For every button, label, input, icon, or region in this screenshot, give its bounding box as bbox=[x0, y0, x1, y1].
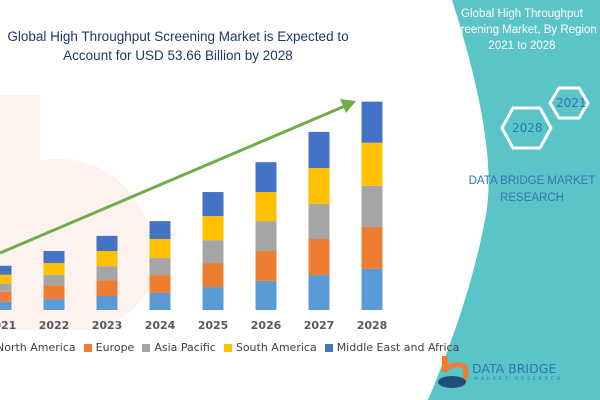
bar-segment-2021-3 bbox=[0, 274, 12, 284]
bar-segment-2023-4 bbox=[96, 235, 118, 252]
panel-title: Global High Throughput Screening Market,… bbox=[446, 6, 598, 54]
legend-item: North America bbox=[0, 341, 76, 354]
panel-title-line-1: Global High Throughput bbox=[461, 8, 583, 20]
trend-arrow-head bbox=[340, 99, 356, 113]
bar-segment-2023-0 bbox=[96, 296, 118, 310]
bar-segment-2026-1 bbox=[255, 251, 277, 281]
legend-item: Europe bbox=[83, 341, 135, 354]
bar-segment-2024-3 bbox=[149, 238, 171, 259]
hexagon-2028 bbox=[500, 106, 553, 150]
x-tick-label: 2024 bbox=[145, 319, 176, 332]
bar-segment-2024-2 bbox=[149, 258, 171, 276]
x-tick-label: 2028 bbox=[357, 319, 388, 332]
legend-label: North America bbox=[0, 341, 76, 354]
legend-label: Europe bbox=[95, 341, 135, 354]
bar-segment-2024-4 bbox=[149, 221, 171, 239]
x-tick-label: 2023 bbox=[92, 319, 123, 332]
x-tick-label: 2021 bbox=[0, 319, 16, 332]
bar-segment-2021-4 bbox=[0, 265, 12, 275]
x-tick-label: 2027 bbox=[304, 319, 335, 332]
legend: North America Europe Asia Pacific South Ame… bbox=[0, 341, 459, 354]
bar-segment-2025-2 bbox=[202, 240, 224, 264]
bar-segment-2026-0 bbox=[255, 280, 277, 310]
brand-line-1: DATA BRIDGE MARKET bbox=[468, 175, 596, 187]
bar-segment-2025-0 bbox=[202, 287, 224, 310]
legend-swatch bbox=[324, 343, 333, 352]
bar-segment-2027-3 bbox=[308, 167, 330, 205]
bar-segment-2022-4 bbox=[43, 251, 65, 264]
panel-title-line-2: Screening Market, By Region bbox=[447, 24, 597, 36]
brand-line-2: RESEARCH bbox=[500, 192, 564, 204]
logo-text: DATA BRIDGE bbox=[472, 361, 557, 376]
bar-segment-2021-1 bbox=[0, 291, 12, 302]
bar-segment-2023-1 bbox=[96, 280, 118, 297]
legend-swatch bbox=[142, 343, 151, 352]
title-line-1: Global High Throughput Screening Market … bbox=[7, 29, 349, 44]
bar-segment-2022-2 bbox=[43, 275, 65, 286]
bar-segment-2027-0 bbox=[308, 275, 330, 310]
bar-segment-2026-2 bbox=[255, 221, 277, 252]
bar-segment-2026-3 bbox=[255, 192, 277, 222]
logo-subtext: MARKET RESEARCH bbox=[474, 377, 564, 382]
bar-segment-2022-1 bbox=[43, 285, 65, 300]
bar-segment-2025-4 bbox=[202, 192, 224, 217]
bar-segment-2023-3 bbox=[96, 251, 118, 267]
hex-label-2028: 2028 bbox=[512, 121, 543, 135]
legend-item: Asia Pacific bbox=[142, 341, 216, 354]
bar-segment-2021-2 bbox=[0, 283, 12, 292]
bar-segment-2024-0 bbox=[149, 292, 171, 310]
bar-segment-2028-4 bbox=[361, 101, 383, 143]
hexagon-2021 bbox=[548, 86, 590, 120]
bar-segment-2027-2 bbox=[308, 204, 330, 239]
title-line-2: Account for USD 53.66 Billion by 2028 bbox=[63, 48, 293, 63]
bar-segment-2021-0 bbox=[0, 301, 12, 310]
legend-swatch bbox=[83, 343, 92, 352]
bar-segment-2025-1 bbox=[202, 263, 224, 288]
bar-segment-2027-1 bbox=[308, 238, 330, 276]
x-tick-label: 2026 bbox=[251, 319, 282, 332]
bar-segment-2026-4 bbox=[255, 162, 277, 193]
legend-label: South America bbox=[235, 341, 317, 354]
bar-segment-2028-0 bbox=[361, 268, 383, 310]
bar-segment-2027-4 bbox=[308, 131, 330, 168]
bar-segment-2023-2 bbox=[96, 266, 118, 281]
x-tick-label: 2022 bbox=[39, 319, 70, 332]
legend-swatch bbox=[223, 343, 232, 352]
panel-title-line-3: 2021 to 2028 bbox=[488, 40, 556, 52]
bar-segment-2028-1 bbox=[361, 226, 383, 269]
bar-segment-2022-3 bbox=[43, 263, 65, 276]
page-title: Global High Throughput Screening Market … bbox=[0, 27, 356, 65]
x-tick-label: 2025 bbox=[198, 319, 229, 332]
legend-item: South America bbox=[223, 341, 317, 354]
bar-segment-2028-3 bbox=[361, 142, 383, 186]
bar-segment-2022-0 bbox=[43, 299, 65, 310]
bar-segment-2025-3 bbox=[202, 216, 224, 241]
logo-icon bbox=[438, 356, 469, 388]
hex-label-2021: 2021 bbox=[556, 96, 587, 110]
bar-segment-2024-1 bbox=[149, 275, 171, 293]
legend-label: Asia Pacific bbox=[154, 341, 216, 354]
brand-text: DATA BRIDGE MARKET RESEARCH bbox=[466, 173, 598, 207]
trend-arrow-line bbox=[0, 104, 346, 255]
legend-item: Middle East and Africa bbox=[324, 341, 460, 354]
bar-segment-2028-2 bbox=[361, 185, 383, 227]
legend-label: Middle East and Africa bbox=[336, 341, 460, 354]
